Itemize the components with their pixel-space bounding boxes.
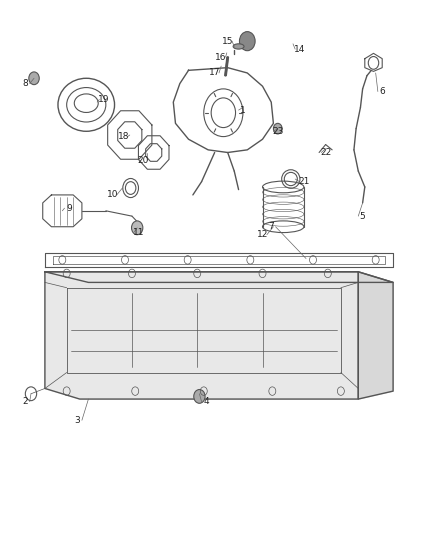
Polygon shape [45, 272, 393, 282]
Text: 12: 12 [257, 230, 268, 239]
Text: 16: 16 [215, 53, 227, 62]
Text: 5: 5 [360, 212, 365, 221]
Text: 23: 23 [272, 127, 283, 136]
Text: 4: 4 [203, 397, 209, 406]
Circle shape [240, 31, 255, 51]
Text: 6: 6 [379, 87, 385, 96]
Ellipse shape [233, 44, 244, 49]
Text: 7: 7 [268, 222, 274, 231]
Text: 18: 18 [117, 132, 129, 141]
Text: 17: 17 [209, 68, 220, 77]
Text: 19: 19 [98, 95, 110, 104]
Circle shape [273, 123, 282, 134]
Text: 2: 2 [22, 397, 28, 406]
Text: 3: 3 [74, 416, 81, 425]
Circle shape [29, 72, 39, 85]
Text: 21: 21 [298, 177, 310, 186]
Text: 20: 20 [137, 156, 148, 165]
Text: 14: 14 [294, 45, 305, 54]
Text: 15: 15 [222, 37, 233, 46]
Circle shape [131, 221, 143, 235]
Text: 11: 11 [133, 228, 144, 237]
Text: 1: 1 [240, 106, 246, 115]
Text: 8: 8 [22, 79, 28, 88]
Polygon shape [45, 272, 358, 399]
Text: 22: 22 [320, 148, 331, 157]
Polygon shape [358, 272, 393, 399]
Circle shape [194, 390, 205, 403]
Text: 9: 9 [66, 204, 72, 213]
Text: 10: 10 [106, 190, 118, 199]
